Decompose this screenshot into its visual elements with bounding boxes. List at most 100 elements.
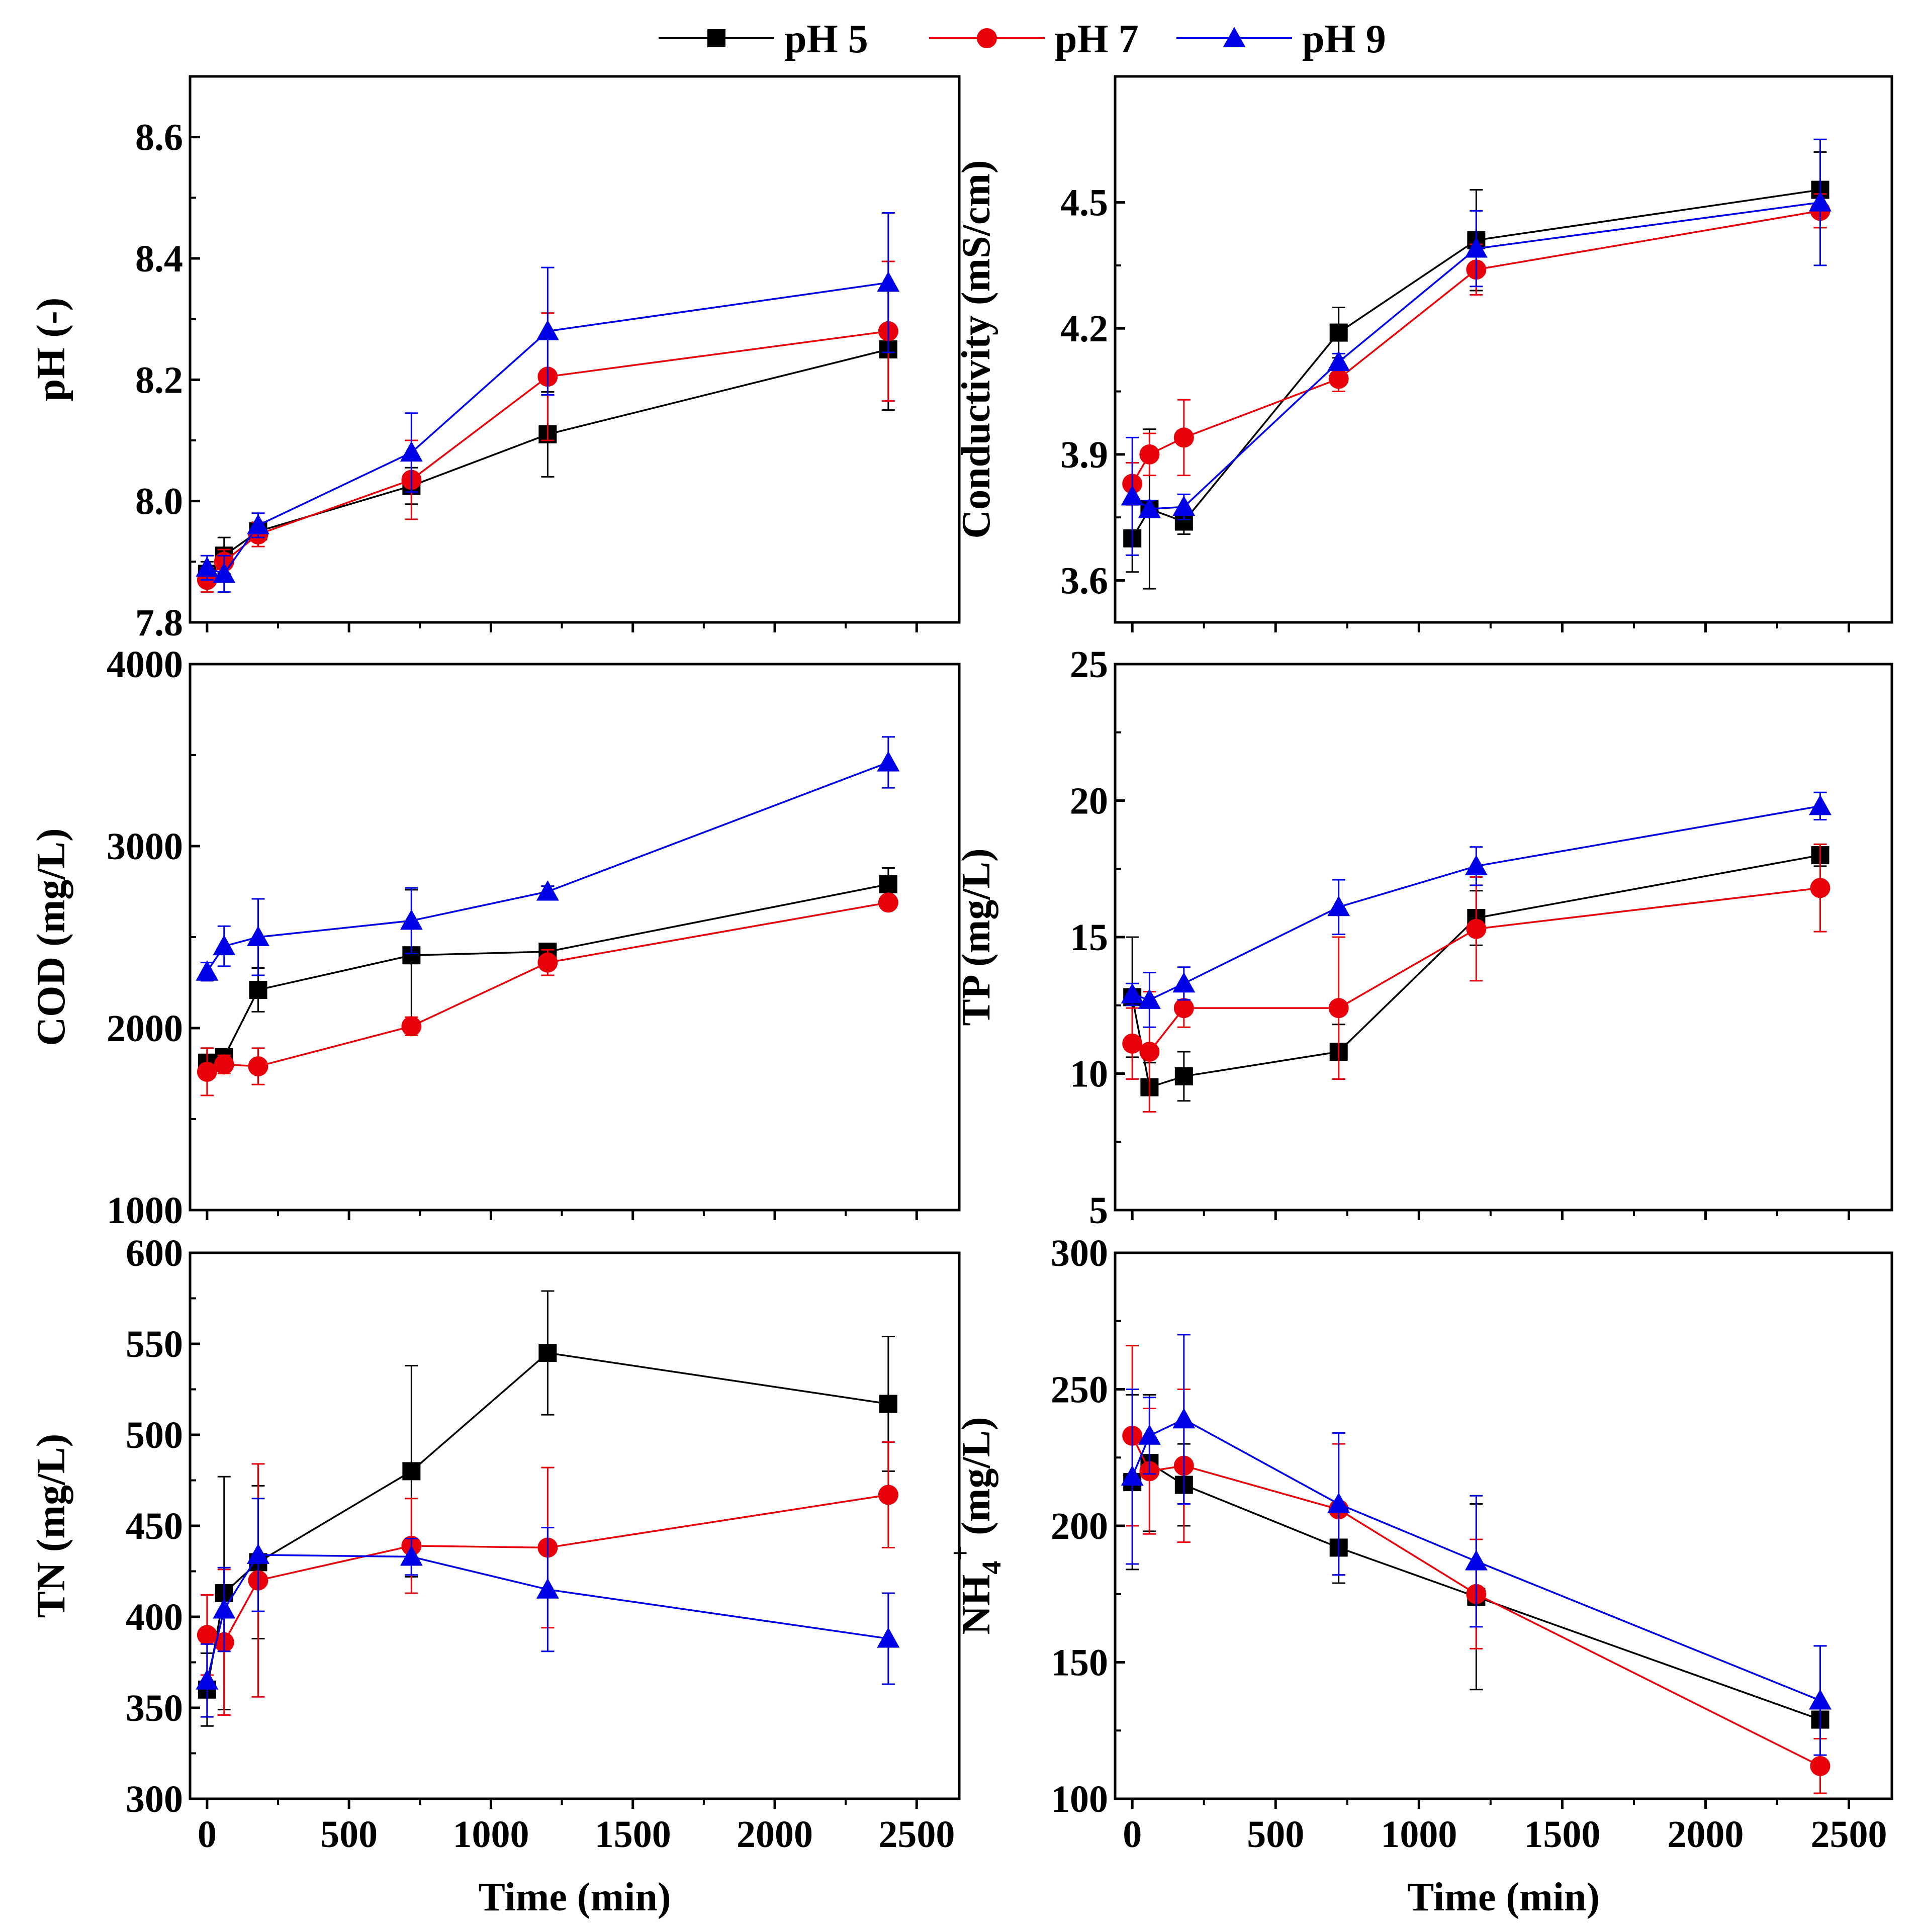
data-point <box>249 980 267 999</box>
data-point <box>877 271 900 292</box>
series-ph-9 <box>1121 138 1832 556</box>
series-ph-7 <box>1122 843 1831 1113</box>
y-axis-label-part: (mg/L) <box>954 1417 998 1545</box>
y-axis-label: COD (mg/L) <box>29 828 73 1046</box>
series-line <box>206 1554 889 1681</box>
panel-tp: 5 10 15 20 25 TP (mg/L) <box>954 643 1893 1232</box>
plot-frame <box>189 663 961 1212</box>
y-tick-label: 8.6 <box>135 117 183 159</box>
legend-marker <box>977 28 997 48</box>
data-point <box>1139 1042 1160 1062</box>
legend-marker <box>1223 27 1246 47</box>
data-point <box>196 960 219 981</box>
data-point <box>1173 427 1194 448</box>
data-point <box>878 1485 898 1505</box>
panel-nh4: 100 150 200 250 300 0 500 1000 1500 2000 2500 NH4+ … <box>945 1232 1893 1919</box>
x-tick-label: 2000 <box>737 1813 813 1856</box>
data-point <box>536 1578 559 1599</box>
y-tick-label: 8.2 <box>135 359 183 401</box>
data-point <box>400 1545 423 1566</box>
x-tick-label: 500 <box>1247 1813 1304 1856</box>
data-point <box>197 1061 217 1082</box>
data-point <box>536 320 559 340</box>
x-tick-label: 1500 <box>595 1813 671 1856</box>
y-axis-label: NH4+ (mg/L) <box>945 1417 1007 1634</box>
legend-entry-ph-5: pH 5 <box>659 17 868 61</box>
y-tick-label: 550 <box>126 1323 183 1365</box>
series-ph-9 <box>196 212 900 593</box>
y-tick-label: 25 <box>1070 643 1108 686</box>
legend-entry-ph-9: pH 9 <box>1176 17 1386 61</box>
data-point <box>878 892 898 913</box>
y-tick-label: 3.6 <box>1060 560 1108 602</box>
data-point <box>246 514 269 534</box>
data-point <box>213 562 236 583</box>
data-point <box>1172 1408 1196 1429</box>
series-ph-7 <box>197 892 898 1096</box>
data-point <box>1810 1756 1831 1776</box>
data-point <box>1465 1550 1488 1571</box>
data-point <box>1172 495 1196 516</box>
series-ph-7 <box>197 1441 898 1716</box>
data-point <box>1466 918 1487 939</box>
y-tick-label: 200 <box>1051 1505 1108 1547</box>
y-tick-label: 600 <box>126 1232 183 1274</box>
y-tick-label: 10 <box>1070 1053 1108 1095</box>
data-point <box>213 935 236 956</box>
x-tick-label: 1000 <box>452 1813 529 1856</box>
legend: pH 5 pH 7 pH 9 <box>659 17 1386 61</box>
plot-frame <box>1114 663 1893 1212</box>
y-tick-label: 2000 <box>107 1007 183 1050</box>
data-point <box>1327 895 1350 916</box>
data-point <box>1138 988 1161 1009</box>
panel-conductivity: 3.6 3.9 4.2 4.5 Conductivity (mS/cm) <box>954 75 1893 632</box>
y-tick-label: 8.0 <box>135 481 183 523</box>
data-point <box>877 751 900 772</box>
x-tick-label: 2500 <box>1810 1813 1887 1856</box>
y-tick-label: 500 <box>126 1414 183 1456</box>
data-point <box>400 441 423 462</box>
data-point <box>1328 998 1349 1019</box>
legend-label: pH 9 <box>1302 17 1386 61</box>
data-point <box>1808 1689 1832 1710</box>
data-point <box>400 909 423 930</box>
y-tick-label: 20 <box>1070 780 1108 822</box>
data-point <box>536 880 559 901</box>
x-tick-label: 500 <box>320 1813 378 1856</box>
x-axis-label: Time (min) <box>479 1875 671 1919</box>
data-point <box>197 1625 217 1645</box>
y-axis-label: TN (mg/L) <box>29 1434 73 1618</box>
x-tick-label: 1500 <box>1524 1813 1600 1856</box>
panels: 7.8 8.0 8.2 8.4 8.6 pH (-) 3.6 3.9 4.2 4.5 Conduct… <box>29 75 1893 1919</box>
y-tick-label: 5 <box>1089 1189 1108 1232</box>
x-tick-label: 1000 <box>1381 1813 1457 1856</box>
data-point <box>1138 497 1161 518</box>
y-tick-label: 8.4 <box>135 238 183 280</box>
data-point <box>1329 323 1348 342</box>
data-point <box>196 1669 219 1690</box>
data-point <box>877 1627 900 1648</box>
series-ph-7 <box>1122 193 1831 506</box>
data-point <box>1138 1424 1161 1445</box>
plot-frame <box>189 1251 961 1800</box>
y-tick-label: 7.8 <box>135 602 183 644</box>
x-tick-label: 2500 <box>878 1813 955 1856</box>
data-point <box>246 926 269 946</box>
data-point <box>196 556 219 577</box>
x-tick-label: 0 <box>198 1813 217 1856</box>
data-point <box>1122 1033 1143 1054</box>
x-axis-label: Time (min) <box>1407 1875 1600 1919</box>
data-point <box>537 952 558 973</box>
data-point <box>1327 350 1350 372</box>
panel-tn: 300 350 400 450 500 550 600 0 500 1000 1500 2000 250… <box>29 1232 961 1919</box>
series-line <box>206 761 889 972</box>
plot-frame <box>1114 75 1893 624</box>
data-point <box>246 1543 269 1564</box>
series-line <box>1131 854 1820 1088</box>
data-point <box>538 1344 557 1362</box>
y-axis-label: Conductivity (mS/cm) <box>954 160 998 538</box>
data-point <box>1174 1067 1193 1085</box>
data-point <box>1808 191 1832 212</box>
y-tick-label: 4.5 <box>1060 182 1108 224</box>
y-tick-label: 15 <box>1070 916 1108 959</box>
